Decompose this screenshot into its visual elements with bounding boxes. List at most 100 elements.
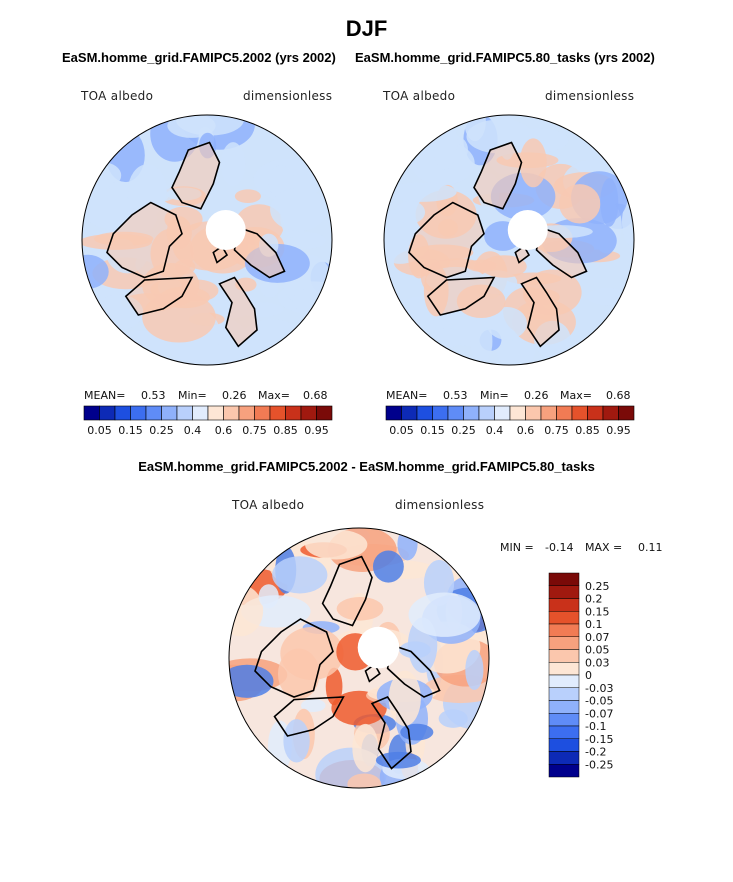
map-2-field-blob — [519, 138, 547, 188]
colorbar-3-swatch — [548, 662, 580, 676]
map-3-coastline — [386, 643, 441, 698]
colorbar-1-swatch — [176, 405, 193, 421]
map-3-field — [229, 528, 489, 788]
map-2-field — [384, 115, 634, 365]
panel-2-mean-label: MEAN= — [386, 389, 428, 402]
colorbar-1-tick-label: 0.05 — [87, 424, 112, 437]
map-3-disc-outline — [228, 527, 490, 789]
colorbar-2-swatch — [447, 405, 464, 421]
colorbar-3-swatch — [548, 764, 580, 778]
colorbar-1-tick-label: 0.4 — [184, 424, 202, 437]
colorbar-3-swatch — [548, 636, 580, 650]
colorbar-3-swatch — [548, 725, 580, 739]
colorbar-1-tick-label: 0.75 — [242, 424, 267, 437]
colorbar-1-swatch — [114, 405, 131, 421]
colorbar-2-tick-label: 0.15 — [420, 424, 445, 437]
map-2-field-blob — [466, 119, 534, 154]
panel-1-mean-label: MEAN= — [84, 389, 126, 402]
colorbar-1-swatch — [223, 405, 240, 421]
map-1-field-blob — [221, 142, 246, 187]
colorbar-2-swatch — [540, 405, 557, 421]
map-3-field-blob — [400, 723, 434, 741]
colorbar-1-swatch — [83, 405, 100, 421]
colorbar-1-swatch — [207, 405, 224, 421]
panel-2-min-label: Min= — [480, 389, 509, 402]
colorbar-2-tick-label: 0.6 — [517, 424, 535, 437]
panel-1-title: EaSM.homme_grid.FAMIPC5.2002 (yrs 2002) — [62, 50, 336, 65]
map-3-coastline — [370, 696, 412, 770]
colorbar-1-swatch — [238, 405, 255, 421]
colorbar-3-swatch — [548, 713, 580, 727]
colorbar-3-swatch — [548, 687, 580, 701]
colorbar-3-tick-label: 0.2 — [585, 593, 603, 606]
colorbar-2-tick-label: 0.25 — [451, 424, 476, 437]
colorbar-3-tick-label: 0.05 — [585, 644, 610, 657]
map-3-field-blob — [305, 529, 368, 560]
colorbar-3-tick-label: -0.2 — [585, 746, 606, 759]
panel-3-units-label: dimensionless — [395, 498, 485, 512]
colorbar-2-swatch — [401, 405, 418, 421]
colorbar-3-tick-label: -0.07 — [585, 707, 613, 720]
panel-3-max-label: MAX = — [585, 541, 623, 554]
map-1-coastline — [124, 276, 194, 316]
map-2-coastline — [426, 276, 496, 316]
panel-3-max-value: 0.11 — [638, 541, 663, 554]
colorbar-3-tick-label: -0.05 — [585, 695, 613, 708]
panel-3-title: EaSM.homme_grid.FAMIPC5.2002 - EaSM.homm… — [138, 459, 595, 474]
map-3-field-blob — [347, 773, 382, 788]
colorbar-1-tick-label: 0.6 — [215, 424, 233, 437]
map-2-field-blob — [432, 115, 458, 170]
colorbar-3-tick-label: 0.03 — [585, 656, 610, 669]
colorbar-1-tick-label: 0.85 — [273, 424, 298, 437]
colorbar-2-tick-label: 0.4 — [486, 424, 504, 437]
map-2-field-blob — [385, 182, 457, 202]
map-1-field-blob — [128, 164, 167, 217]
map-1-field-blob — [234, 189, 261, 204]
colorbar-1-swatch — [316, 405, 333, 421]
colorbar-3-tick-label: -0.15 — [585, 733, 613, 746]
colorbar-1-swatch — [254, 405, 271, 421]
colorbar-3-tick-label: 0 — [585, 669, 592, 682]
map-3-field-blob — [272, 556, 328, 594]
colorbar-3-swatch — [548, 700, 580, 714]
map-3-field-blob — [301, 698, 326, 713]
map-1-coastline — [218, 276, 258, 348]
colorbar-2-tick-label: 0.75 — [544, 424, 569, 437]
panel-1-max-value: 0.68 — [303, 389, 328, 402]
map-2-field-blob — [481, 255, 527, 278]
map-2-field-blob — [600, 178, 619, 227]
colorbar-3-swatch — [548, 585, 580, 599]
map-3-field-blob — [388, 670, 421, 727]
map-2-coastline — [408, 201, 485, 279]
colorbar-1-swatch — [161, 405, 178, 421]
map-3-field-blob — [280, 626, 344, 680]
colorbar-3-tick-label: -0.25 — [585, 758, 613, 771]
colorbar-3-swatch — [548, 598, 580, 612]
colorbar-2-tick-label: 0.85 — [575, 424, 600, 437]
map-2-pole-hole — [507, 210, 548, 250]
colorbar-2-tick-label: 0.95 — [606, 424, 631, 437]
map-2-disc-outline — [383, 114, 635, 366]
colorbar-1-tick-label: 0.15 — [118, 424, 143, 437]
map-1-field-blob — [82, 254, 109, 289]
panel-1-units-label: dimensionless — [243, 89, 333, 103]
colorbar-2-swatch — [416, 405, 433, 421]
colorbar-1-swatch — [145, 405, 162, 421]
map-2-field-blob — [394, 200, 426, 224]
panel-1-mean-value: 0.53 — [141, 389, 166, 402]
colorbar-3-tick-label: 0.07 — [585, 631, 610, 644]
panel-2-min-value: 0.26 — [524, 389, 549, 402]
colorbar-3-tick-label: -0.1 — [585, 720, 606, 733]
colorbar-2-swatch — [385, 405, 402, 421]
map-1-coastline — [171, 141, 221, 210]
panel-2-max-value: 0.68 — [606, 389, 631, 402]
map-3-field-blob — [408, 592, 481, 637]
colorbar-2-swatch — [587, 405, 604, 421]
colorbar-3-swatch — [548, 751, 580, 765]
map-1-pole-hole — [205, 210, 246, 250]
map-3-field-blob — [229, 664, 274, 698]
map-3-coastline — [254, 618, 334, 698]
colorbar-2-swatch — [494, 405, 511, 421]
map-3-coastline — [321, 555, 373, 627]
